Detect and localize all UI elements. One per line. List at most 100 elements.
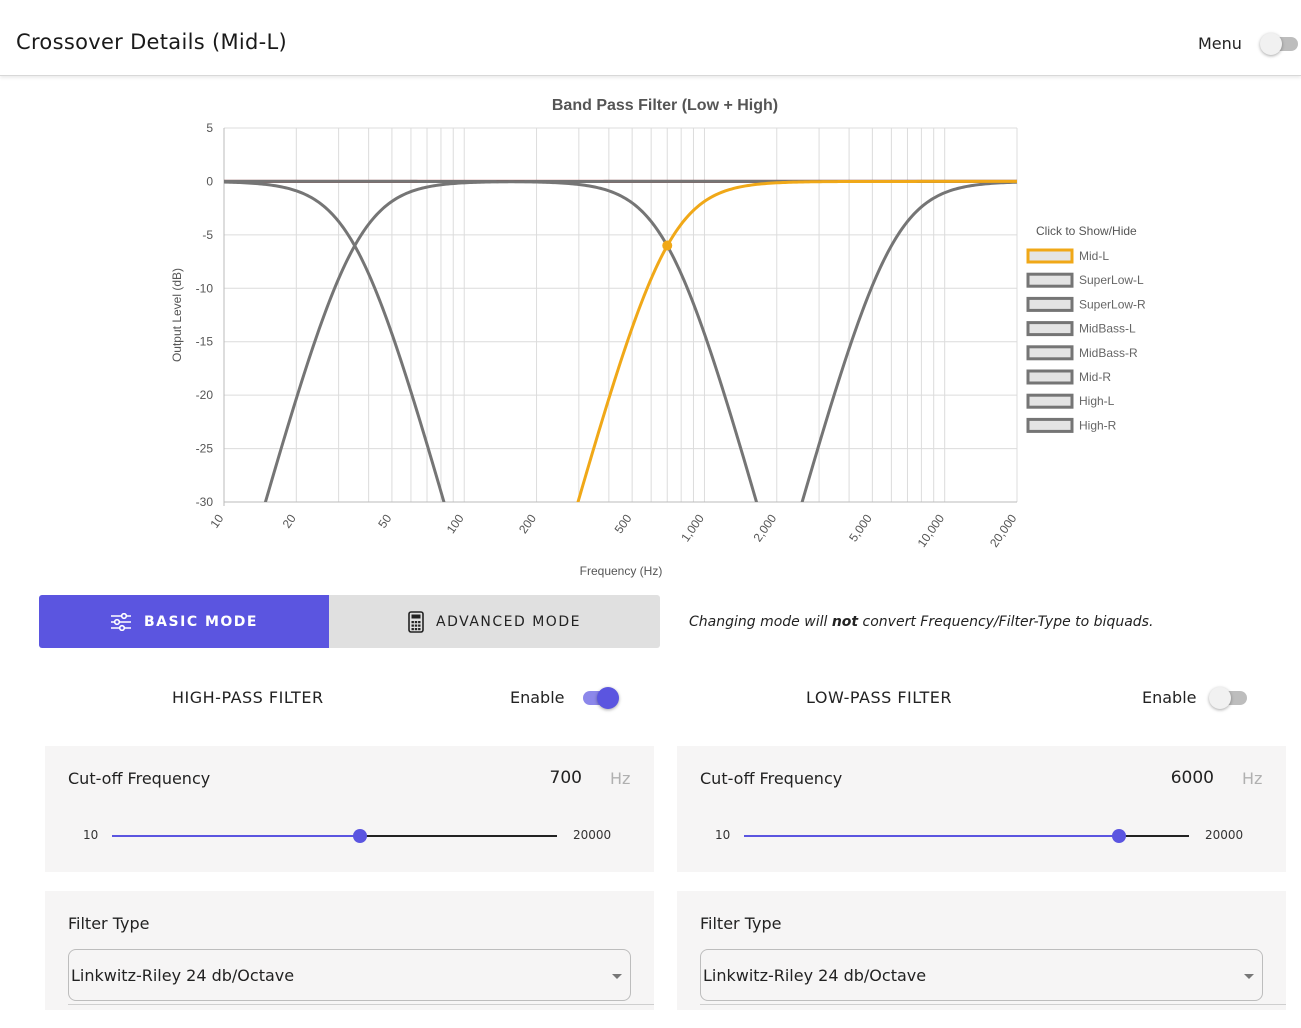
basic-mode-label: BASIC MODE — [144, 613, 258, 630]
y-tick-label: -30 — [196, 495, 214, 509]
calculator-icon — [408, 610, 424, 633]
legend-swatch — [1026, 296, 1074, 312]
lowpass-cutoff-label: Cut-off Frequency — [700, 769, 843, 788]
y-tick-label: 0 — [206, 174, 213, 188]
legend-swatch — [1026, 345, 1074, 361]
y-tick-label: -15 — [196, 335, 214, 349]
x-tick-label: 200 — [516, 511, 539, 536]
x-tick-label: 2,000 — [751, 511, 780, 544]
series-line-midbass-l — [224, 179, 759, 502]
x-tick-label: 20 — [280, 511, 299, 530]
lowpass-title: LOW-PASS FILTER — [806, 688, 952, 707]
band-pass-chart: 5 0 -5 -10 -15 -20 -25 -30 10 20 50 100 200 500 1,000 2… — [0, 78, 1301, 588]
legend-item-superlow-l[interactable]: SuperLow-L — [1026, 272, 1144, 288]
legend-label: SuperLow-L — [1079, 273, 1144, 287]
y-axis-label: Output Level (dB) — [170, 268, 184, 362]
x-tick-label: 50 — [375, 511, 394, 530]
x-tick-label: 500 — [612, 511, 635, 536]
x-tick-label: 20,000 — [987, 511, 1020, 549]
lowpass-enable-label: Enable — [1142, 688, 1197, 707]
highpass-cutoff-label: Cut-off Frequency — [68, 769, 211, 788]
chart-curves — [224, 179, 1017, 502]
legend-title: Click to Show/Hide — [1036, 224, 1137, 238]
sliders-icon — [111, 612, 132, 631]
legend-label: MidBass-L — [1079, 322, 1136, 336]
highpass-slider-max: 20000 — [573, 828, 612, 842]
chart-legend: Click to Show/Hide Mid-L SuperLow-L SuperLo… — [1026, 224, 1146, 433]
y-tick-label: 5 — [206, 121, 213, 135]
legend-item-high-l[interactable]: High-L — [1026, 393, 1115, 409]
highpass-enable-toggle[interactable] — [579, 686, 619, 709]
x-tick-label: 10,000 — [915, 511, 948, 549]
lowpass-cutoff-slider[interactable] — [744, 829, 1189, 843]
legend-label: High-L — [1079, 394, 1115, 408]
legend-item-mid-r[interactable]: Mid-R — [1026, 369, 1111, 385]
legend-swatch — [1026, 393, 1074, 409]
legend-swatch — [1026, 321, 1074, 337]
highpass-title: HIGH-PASS FILTER — [172, 688, 324, 707]
lowpass-filter-type-label: Filter Type — [700, 914, 782, 933]
highpass-slider-min: 10 — [83, 828, 99, 842]
highpass-filter-type-card: Filter Type Linkwitz-Riley 24 db/Octave — [45, 891, 654, 1010]
series-line-midbass-r — [800, 180, 1017, 502]
x-tick-label: 5,000 — [846, 511, 875, 544]
legend-swatch — [1026, 369, 1074, 385]
app-header: Crossover Details (Mid-L) Menu — [0, 0, 1301, 76]
legend-label: High-R — [1079, 418, 1117, 432]
crossover-point — [662, 240, 673, 251]
mode-note: Changing mode will not convert Frequency… — [689, 614, 1154, 630]
legend-item-mid-l[interactable]: Mid-L — [1026, 248, 1109, 264]
series-line-superlow-r — [263, 179, 1017, 502]
menu-toggle[interactable] — [1260, 32, 1300, 55]
lowpass-cutoff-value[interactable]: 6000 — [1170, 768, 1214, 788]
chevron-down-icon — [612, 974, 622, 979]
lowpass-enable-toggle[interactable] — [1209, 686, 1249, 709]
legend-item-midbass-r[interactable]: MidBass-R — [1026, 345, 1138, 361]
highpass-cutoff-card: Cut-off Frequency 700 Hz 10 20000 — [45, 746, 654, 872]
lowpass-filter-type-select[interactable]: Linkwitz-Riley 24 db/Octave — [700, 949, 1263, 1001]
highpass-enable-label: Enable — [510, 688, 565, 707]
lowpass-cutoff-unit: Hz — [1242, 769, 1263, 788]
y-tick-label: -5 — [202, 228, 213, 242]
lowpass-cutoff-card: Cut-off Frequency 6000 Hz 10 20000 — [677, 746, 1286, 872]
chart-grid — [223, 127, 1018, 503]
x-axis-label: Frequency (Hz) — [580, 564, 663, 578]
highpass-slider-thumb[interactable] — [353, 829, 368, 843]
highpass-cutoff-unit: Hz — [610, 769, 631, 788]
divider — [68, 1004, 654, 1005]
highpass-filter-type-label: Filter Type — [68, 914, 150, 933]
page-title: Crossover Details (Mid-L) — [16, 30, 287, 54]
x-tick-label: 100 — [444, 511, 467, 536]
x-tick-label: 10 — [207, 511, 226, 530]
legend-swatch — [1026, 248, 1074, 264]
legend-label: MidBass-R — [1079, 346, 1138, 360]
legend-item-midbass-l[interactable]: MidBass-L — [1026, 321, 1136, 337]
legend-swatch — [1026, 417, 1074, 433]
y-tick-label: -25 — [196, 442, 214, 456]
highpass-cutoff-value[interactable]: 700 — [549, 768, 582, 788]
legend-label: SuperLow-R — [1079, 297, 1146, 311]
lowpass-filter-type-value: Linkwitz-Riley 24 db/Octave — [703, 966, 927, 985]
legend-label: Mid-L — [1079, 249, 1109, 263]
legend-item-high-r[interactable]: High-R — [1026, 417, 1117, 433]
series-line-superlow-l — [224, 180, 446, 502]
lowpass-slider-min: 10 — [715, 828, 731, 842]
basic-mode-button[interactable]: BASIC MODE — [39, 595, 329, 648]
advanced-mode-button[interactable]: ADVANCED MODE — [329, 595, 660, 648]
y-tick-label: -10 — [196, 281, 214, 295]
legend-label: Mid-R — [1079, 370, 1111, 384]
menu-label: Menu — [1198, 34, 1242, 53]
chevron-down-icon — [1244, 974, 1254, 979]
highpass-cutoff-slider[interactable] — [112, 829, 557, 843]
legend-item-superlow-r[interactable]: SuperLow-R — [1026, 296, 1146, 312]
highpass-filter-type-value: Linkwitz-Riley 24 db/Octave — [71, 966, 295, 985]
series-line-mid-l — [576, 179, 1017, 502]
advanced-mode-label: ADVANCED MODE — [436, 613, 581, 630]
lowpass-slider-thumb[interactable] — [1111, 829, 1126, 843]
y-tick-label: -20 — [196, 388, 214, 402]
chart-title: Band Pass Filter (Low + High) — [552, 97, 778, 114]
lowpass-slider-max: 20000 — [1205, 828, 1244, 842]
highpass-filter-type-select[interactable]: Linkwitz-Riley 24 db/Octave — [68, 949, 631, 1001]
x-tick-label: 1,000 — [678, 511, 707, 544]
